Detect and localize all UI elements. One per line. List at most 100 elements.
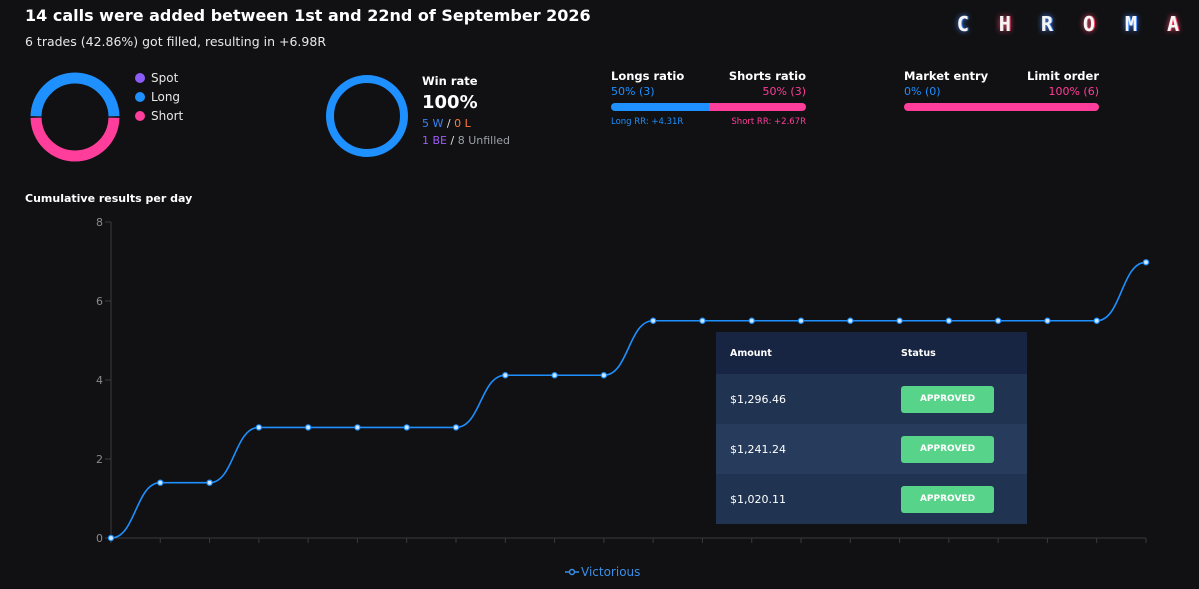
legend-label: Long bbox=[151, 89, 181, 104]
shorts-ratio-fill bbox=[708, 103, 806, 111]
win-rate-value: 100% bbox=[422, 92, 478, 113]
y-tick-label: 4 bbox=[96, 374, 103, 387]
longs-ratio-value: 50% (3) bbox=[611, 85, 655, 98]
status-badge: APPROVED bbox=[901, 435, 994, 463]
legend-item-short: Short bbox=[135, 106, 183, 125]
amount-cell: $1,020.11 bbox=[730, 492, 786, 506]
wins-count: 5 W bbox=[422, 117, 444, 130]
type-legend: Spot Long Short bbox=[135, 68, 183, 125]
entry-ratio: Market entry Limit order 0% (0) 100% (6) bbox=[904, 69, 1099, 111]
longs-ratio-fill bbox=[611, 103, 709, 111]
data-point[interactable] bbox=[847, 317, 854, 324]
table-header: Amount Status bbox=[716, 332, 1027, 374]
data-point[interactable] bbox=[748, 317, 755, 324]
data-point[interactable] bbox=[600, 372, 608, 379]
legend-item-long: Long bbox=[135, 87, 183, 106]
data-point[interactable] bbox=[157, 479, 164, 486]
data-point[interactable] bbox=[896, 317, 903, 324]
data-point[interactable] bbox=[699, 317, 706, 324]
data-point[interactable] bbox=[1044, 317, 1051, 324]
win-rate-label: Win rate bbox=[422, 74, 478, 88]
logo-letter: M bbox=[1124, 12, 1137, 36]
data-point[interactable] bbox=[945, 317, 953, 324]
losses-count: 0 L bbox=[454, 117, 471, 130]
page-title: 14 calls were added between 1st and 22nd… bbox=[25, 6, 591, 25]
data-point[interactable] bbox=[206, 479, 213, 486]
data-point[interactable] bbox=[354, 424, 361, 431]
legend-label: Short bbox=[151, 108, 184, 123]
donut-slice-short bbox=[30, 117, 120, 162]
data-point[interactable] bbox=[452, 424, 460, 431]
data-point[interactable] bbox=[1142, 259, 1150, 266]
data-point[interactable] bbox=[797, 317, 805, 324]
market-entry-label: Market entry bbox=[904, 69, 989, 83]
long-rr: Long RR: +4.31R bbox=[611, 117, 684, 127]
page-subtitle: 6 trades (42.86%) got filled, resulting … bbox=[25, 34, 327, 49]
longs-ratio-label: Longs ratio bbox=[611, 69, 685, 83]
win-rate-stats: Win rate 100% 5 W / 0 L 1 BE / 8 Unfille… bbox=[422, 74, 510, 147]
data-point[interactable] bbox=[107, 534, 115, 542]
series-legend-toggle[interactable]: Victorious bbox=[565, 565, 640, 579]
amount-cell: $1,296.46 bbox=[730, 392, 786, 406]
breakeven-count: 1 BE bbox=[422, 134, 447, 147]
limit-order-label: Limit order bbox=[1027, 69, 1099, 83]
win-rate-donut bbox=[326, 75, 408, 157]
legend-item-spot: Spot bbox=[135, 68, 183, 87]
data-point[interactable] bbox=[1093, 317, 1100, 324]
status-badge: APPROVED bbox=[901, 485, 994, 513]
y-axis: 0 2 4 6 8 bbox=[96, 216, 112, 545]
win-rate-ring bbox=[326, 75, 408, 157]
data-point[interactable] bbox=[255, 424, 263, 431]
logo-letter: R bbox=[1040, 12, 1053, 36]
data-point[interactable] bbox=[403, 424, 410, 431]
cumulative-results-chart: 0 2 4 6 8 bbox=[96, 216, 1150, 545]
amount-column-header: Amount bbox=[730, 347, 772, 359]
table-row: $1,020.11 APPROVED bbox=[716, 474, 1027, 524]
line-marker-icon bbox=[565, 568, 579, 576]
unfilled-count: 8 Unfilled bbox=[457, 134, 511, 147]
table-row: $1,241.24 APPROVED bbox=[716, 424, 1027, 474]
series-legend-label: Victorious bbox=[581, 565, 641, 579]
data-point[interactable] bbox=[304, 424, 312, 431]
chart-title: Cumulative results per day bbox=[25, 192, 193, 205]
type-breakdown-donut bbox=[30, 72, 120, 162]
data-point[interactable] bbox=[502, 372, 509, 379]
logo-letter: C bbox=[956, 12, 969, 36]
y-tick-label: 6 bbox=[96, 295, 103, 308]
limit-order-fill bbox=[904, 103, 1099, 111]
series-line-victorious bbox=[110, 261, 1147, 539]
amount-cell: $1,241.24 bbox=[730, 442, 786, 456]
win-loss-line: 5 W / 0 L bbox=[422, 117, 510, 130]
logo-letter: O bbox=[1082, 12, 1095, 36]
short-rr: Short RR: +2.67R bbox=[731, 117, 806, 127]
limit-order-value: 100% (6) bbox=[1048, 85, 1099, 98]
legend-dot-short bbox=[135, 110, 145, 121]
legend-label: Spot bbox=[151, 70, 179, 85]
logo-letter: H bbox=[998, 12, 1011, 36]
breakeven-line: 1 BE / 8 Unfilled bbox=[422, 134, 510, 147]
status-badge: APPROVED bbox=[901, 385, 994, 413]
data-point[interactable] bbox=[994, 317, 1002, 324]
y-tick-label: 0 bbox=[96, 532, 103, 545]
separator: / bbox=[447, 134, 458, 147]
status-column-header: Status bbox=[901, 347, 936, 359]
data-point[interactable] bbox=[551, 372, 558, 379]
x-axis bbox=[110, 537, 1147, 543]
y-tick-label: 2 bbox=[96, 453, 103, 466]
entry-ratio-bar bbox=[904, 103, 1099, 111]
logo-letter: A bbox=[1166, 12, 1179, 36]
legend-dot-spot bbox=[135, 72, 145, 83]
separator: / bbox=[443, 117, 455, 130]
brand-logo: C H R O M A bbox=[957, 12, 1179, 36]
series-points bbox=[107, 259, 1150, 542]
shorts-ratio-value: 50% (3) bbox=[762, 85, 806, 98]
direction-ratio: Longs ratio Shorts ratio 50% (3) 50% (3)… bbox=[611, 69, 806, 127]
donut-slice-long bbox=[30, 72, 120, 117]
table-row: $1,296.46 APPROVED bbox=[716, 374, 1027, 424]
y-tick-label: 8 bbox=[96, 216, 103, 229]
shorts-ratio-label: Shorts ratio bbox=[728, 69, 806, 83]
direction-ratio-bar bbox=[611, 103, 806, 111]
market-entry-value: 0% (0) bbox=[904, 85, 941, 98]
transactions-table: Amount Status $1,296.46 APPROVED $1,241.… bbox=[716, 332, 1027, 524]
data-point[interactable] bbox=[649, 317, 657, 324]
